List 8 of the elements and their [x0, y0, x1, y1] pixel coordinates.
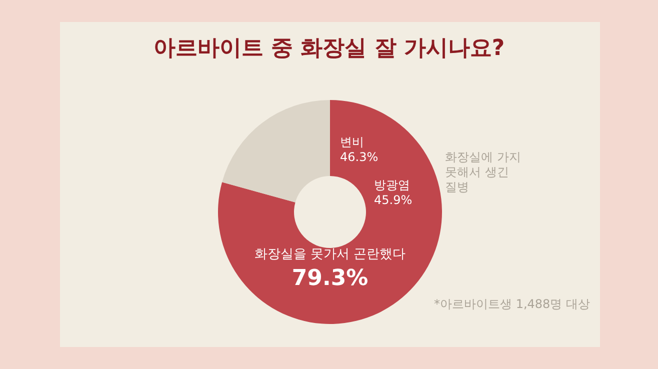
text: 방광염 45.9% [374, 178, 414, 208]
chart-title: 아르바이트 중 화장실 잘 가시나요? [153, 36, 505, 61]
data-label: 79.3% [292, 266, 368, 291]
text: 화장실에 가지 못해서 생긴 질병 [445, 150, 521, 195]
slice-label: 화장실을 못가서 곤란했다 [254, 247, 406, 262]
text: *아르바이트생 1,488명 대상 [433, 297, 590, 312]
donut-slice [222, 100, 330, 202]
text: 변비 46.3% [340, 135, 380, 165]
